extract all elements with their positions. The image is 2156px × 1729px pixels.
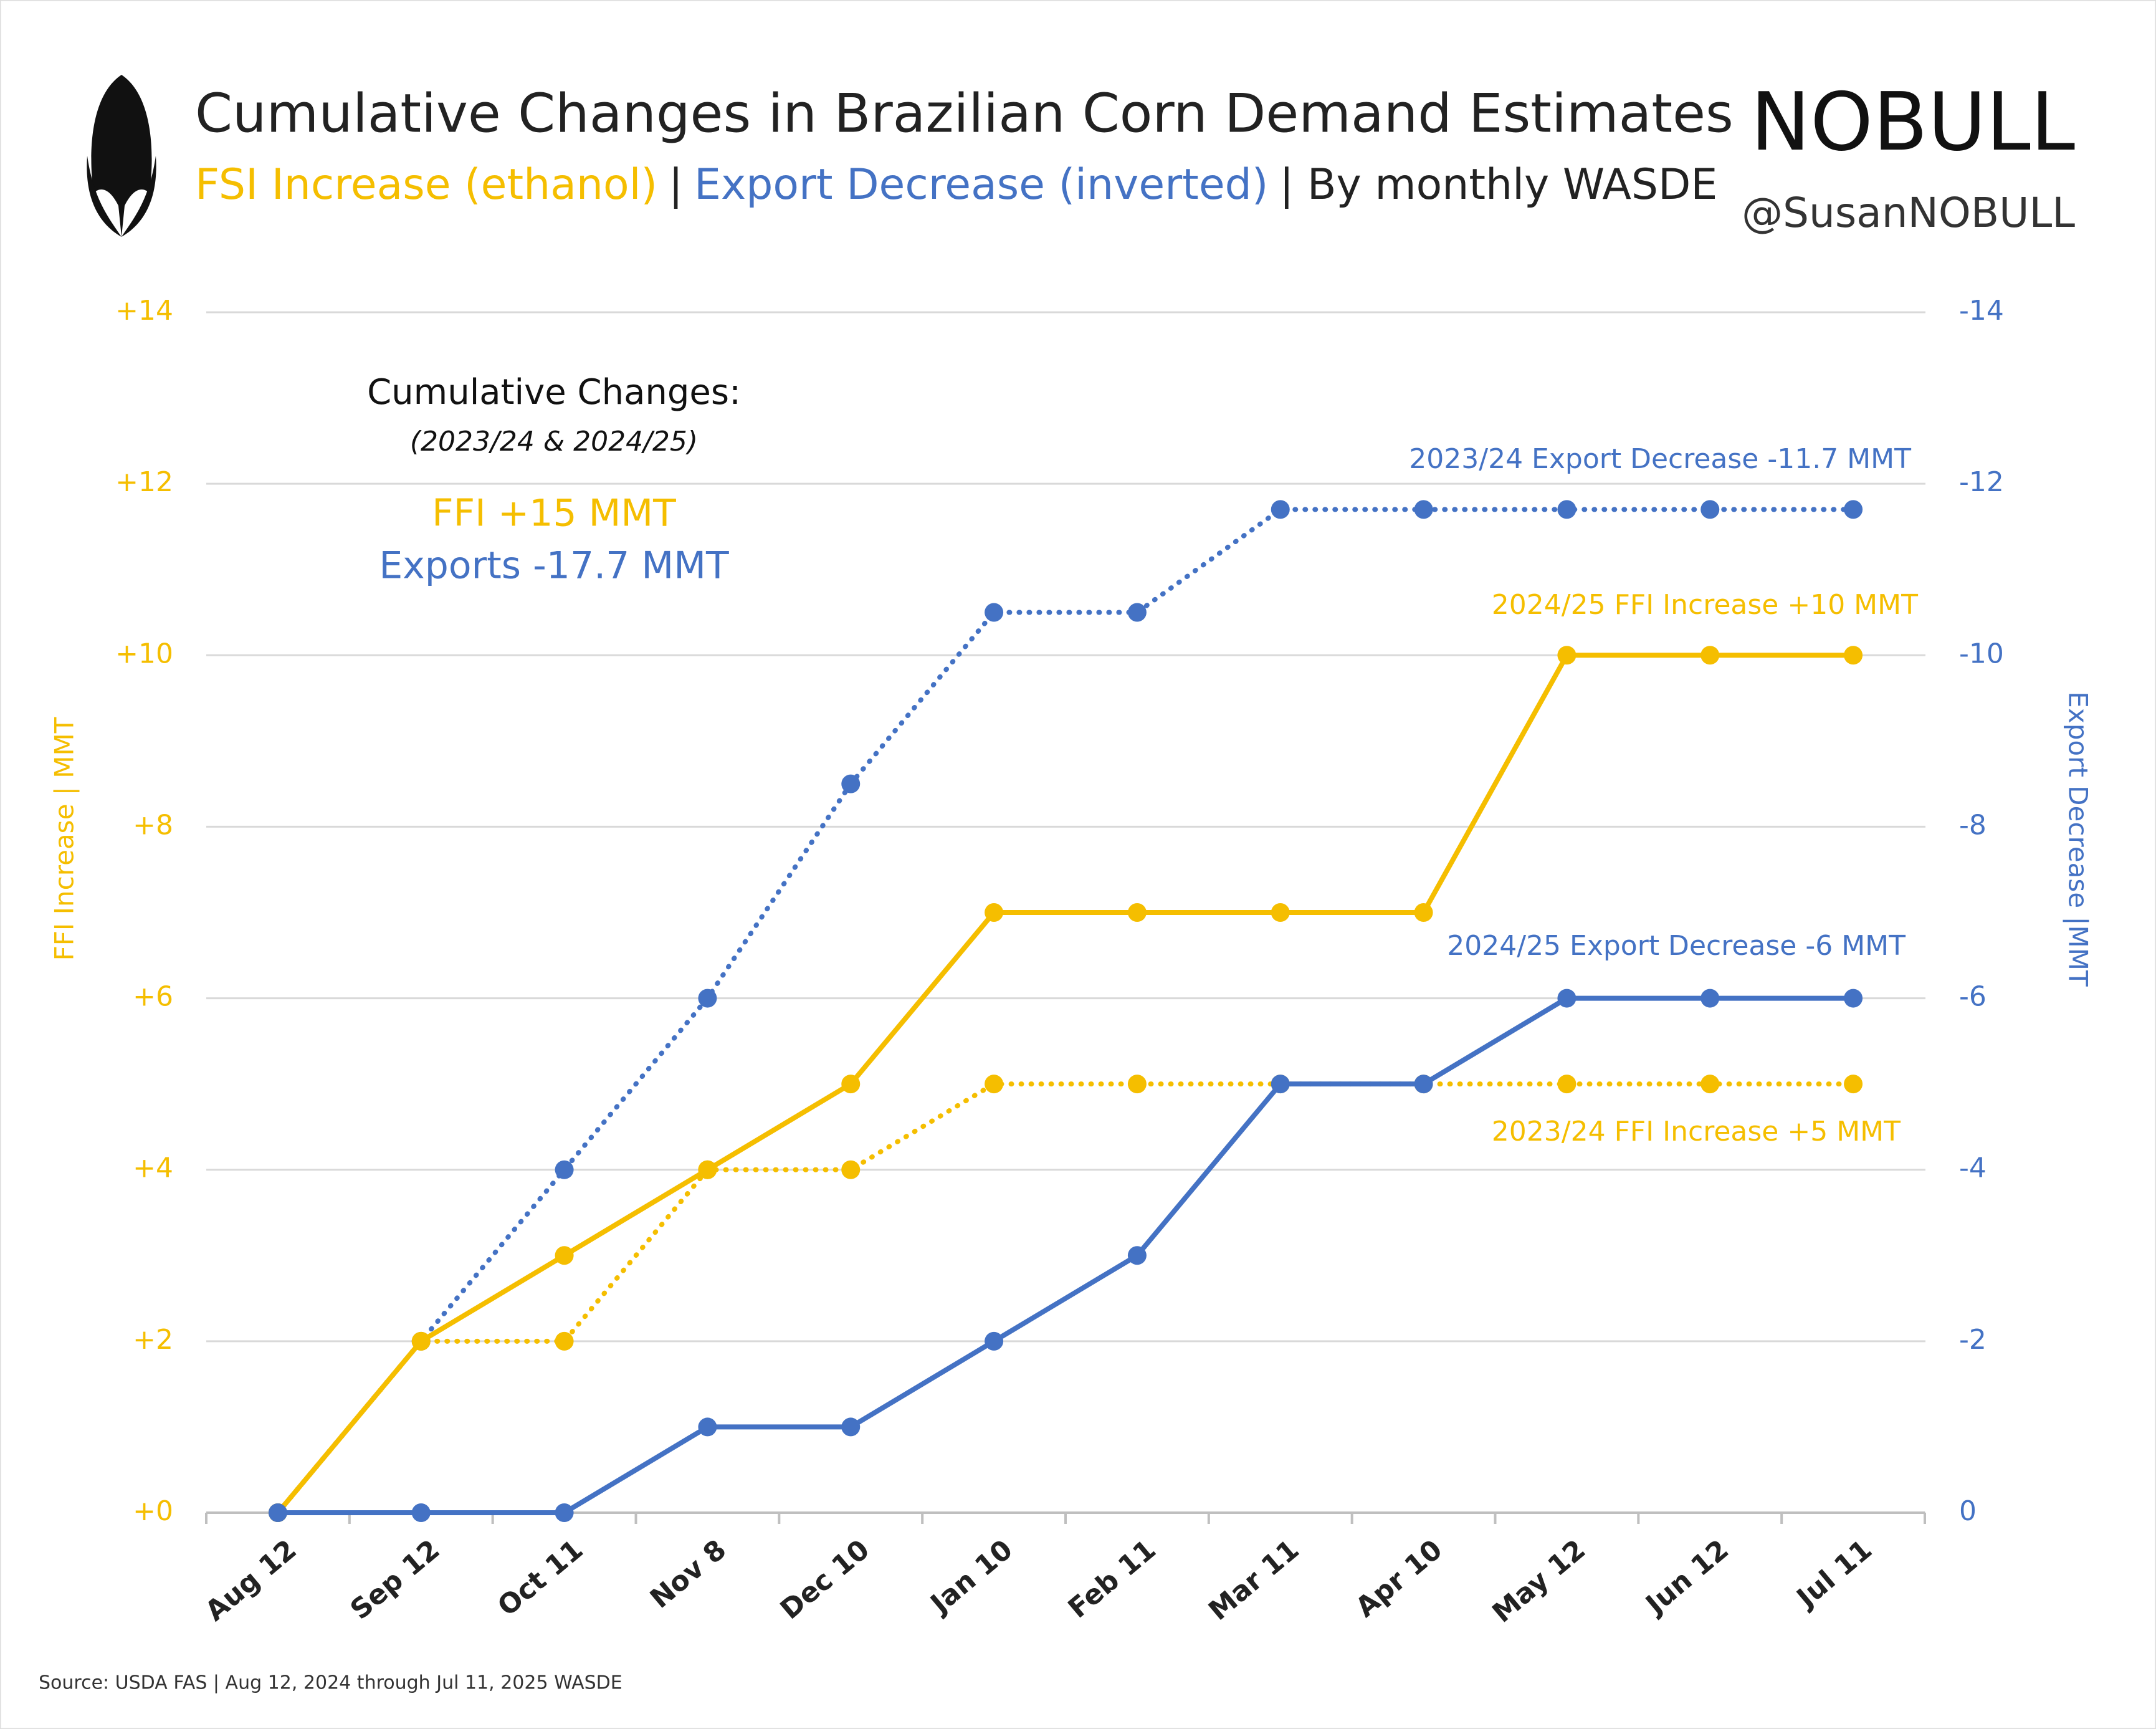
annotation-ffi: FFI +15 MMT: [432, 492, 676, 535]
point: [1557, 989, 1576, 1008]
point: [1127, 1246, 1147, 1265]
y2-tick-label: -2: [1959, 1324, 1987, 1356]
subtitle-part: | By monthly WASDE: [1279, 160, 1717, 209]
point: [698, 989, 717, 1008]
point: [1127, 603, 1147, 622]
series-line: [275, 653, 1854, 1515]
point: [985, 603, 1004, 622]
y2-axis-title: Export Decrease |MMT: [2063, 691, 2094, 987]
y2-tick-label: -8: [1959, 809, 1987, 841]
y-axis-title: FFI Increase | MMT: [49, 717, 80, 960]
point: [985, 1075, 1004, 1094]
point: [1414, 1075, 1433, 1094]
series-label: 2024/25 Export Decrease -6 MMT: [1447, 930, 1906, 962]
y-tick-label: +14: [115, 295, 173, 327]
subtitle-part: FSI Increase (ethanol): [195, 160, 657, 209]
point: [555, 1246, 574, 1265]
y-tick-label: +4: [133, 1152, 173, 1184]
point: [841, 1160, 861, 1179]
point: [268, 1503, 287, 1522]
point: [1557, 500, 1576, 519]
point: [1414, 500, 1433, 519]
point: [1844, 500, 1863, 519]
y2-tick-label: -4: [1959, 1152, 1987, 1184]
point: [1700, 1075, 1720, 1094]
series-label: 2024/25 FFI Increase +10 MMT: [1492, 589, 1918, 621]
y-tick-label: +0: [133, 1495, 173, 1527]
annotation-period: (2023/24 & 2024/25): [410, 426, 698, 457]
point: [411, 1331, 431, 1351]
point: [1700, 500, 1720, 519]
y-tick-label: +8: [133, 809, 173, 841]
point: [1271, 1075, 1290, 1094]
subtitle-part: |: [669, 160, 683, 209]
series-label: 2023/24 FFI Increase +5 MMT: [1492, 1116, 1901, 1147]
point: [555, 1503, 574, 1522]
y-tick-label: +6: [133, 981, 173, 1013]
source: Source: USDA FAS | Aug 12, 2024 through …: [39, 1672, 622, 1694]
subtitle: FSI Increase (ethanol) | Export Decrease (…: [195, 160, 1717, 209]
handle: @SusanNOBULL: [1742, 189, 2075, 237]
point: [1700, 989, 1720, 1008]
point: [1557, 1075, 1576, 1094]
point: [698, 1417, 717, 1437]
y2-tick-label: -10: [1959, 638, 2004, 669]
y-tick-label: +12: [115, 466, 173, 498]
point: [841, 1075, 861, 1094]
annotation-heading: Cumulative Changes:: [367, 372, 741, 413]
point: [1700, 646, 1720, 665]
point: [1271, 903, 1290, 922]
point: [1557, 646, 1576, 665]
series-line: [275, 507, 1856, 1515]
y2-tick-label: -12: [1959, 466, 2004, 498]
point: [1127, 1075, 1147, 1094]
point: [1844, 646, 1863, 665]
point: [698, 1160, 717, 1179]
y2-tick-label: 0: [1959, 1495, 1977, 1527]
series-line: [275, 1081, 1856, 1515]
point: [841, 1417, 861, 1437]
corn-icon: [87, 75, 156, 237]
y-tick-label: +10: [115, 638, 173, 669]
point: [411, 1503, 431, 1522]
chart-title: Cumulative Changes in Brazilian Corn Dem…: [195, 82, 1734, 145]
point: [985, 1331, 1004, 1351]
series-line: [277, 995, 1854, 1515]
point: [1271, 500, 1290, 519]
brand: NOBULL: [1750, 76, 2075, 169]
point: [555, 1331, 574, 1351]
point: [1414, 903, 1433, 922]
annotation-exports: Exports -17.7 MMT: [379, 544, 729, 588]
y-tick-label: +2: [133, 1324, 173, 1356]
y2-tick-label: -14: [1959, 295, 2004, 327]
point: [555, 1160, 574, 1179]
subtitle-part: Export Decrease (inverted): [694, 160, 1268, 209]
point: [1844, 1075, 1863, 1094]
series-label: 2023/24 Export Decrease -11.7 MMT: [1409, 443, 1911, 475]
point: [1844, 989, 1863, 1008]
y2-tick-label: -6: [1959, 981, 1987, 1013]
point: [1127, 903, 1147, 922]
point: [841, 774, 861, 793]
point: [985, 903, 1004, 922]
